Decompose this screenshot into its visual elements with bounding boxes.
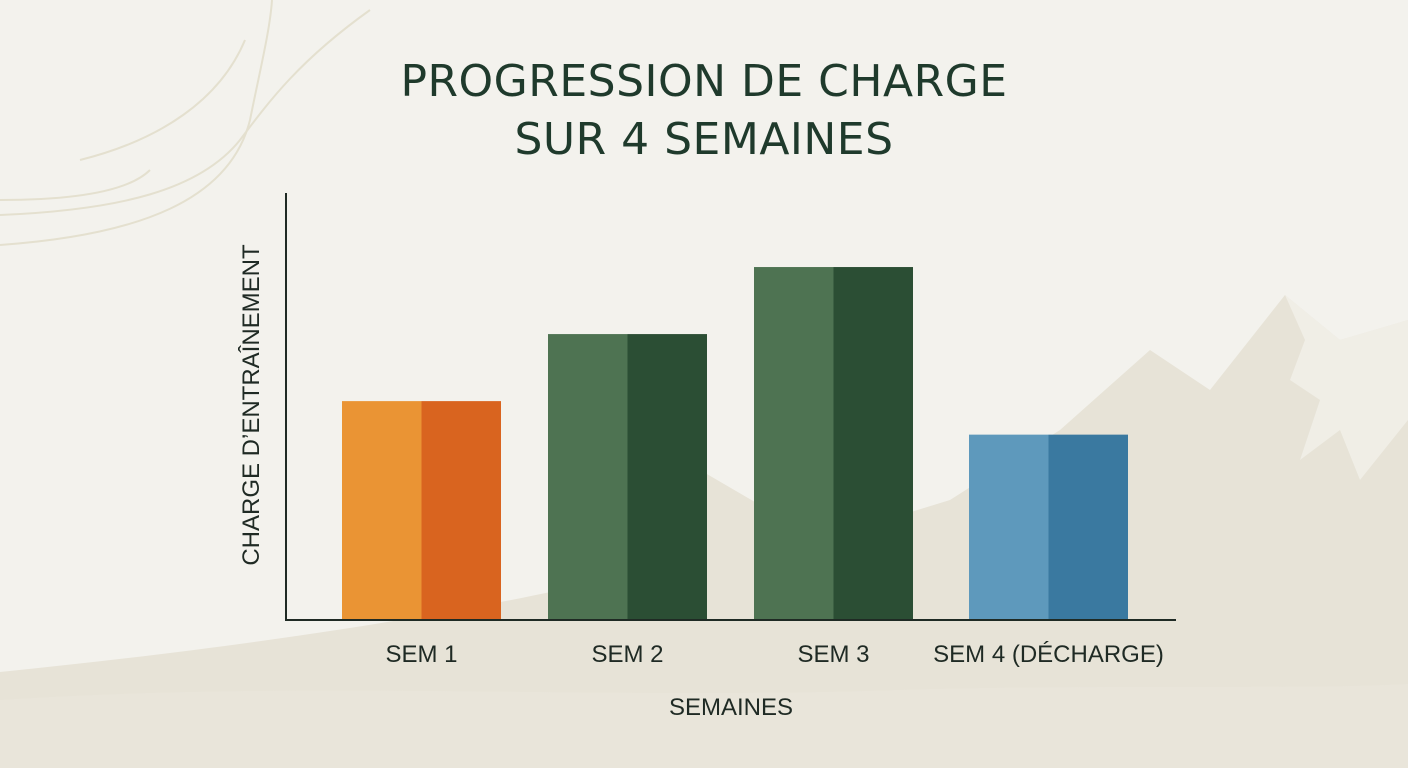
foreground-hill: [0, 684, 1408, 768]
x-tick-labels: SEM 1 SEM 2 SEM 3 SEM 4 (DÉCHARGE): [385, 641, 1163, 668]
bar-4: [969, 434, 1128, 619]
x-tick-label-1: SEM 1: [385, 641, 457, 668]
x-axis-label: SEMAINES: [669, 694, 793, 721]
bar-1-light-half: [342, 401, 422, 619]
decor-curve-2: [0, 0, 273, 246]
decor-curve-3: [79, 39, 246, 161]
bar-2-dark-half: [627, 334, 707, 619]
x-tick-label-4: SEM 4 (DÉCHARGE): [933, 641, 1164, 668]
bar-4-dark-half: [1048, 434, 1128, 619]
decor-curve-4: [0, 169, 151, 201]
bar-2-light-half: [548, 334, 628, 619]
x-tick-label-2: SEM 2: [591, 641, 663, 668]
bar-3-light-half: [754, 267, 834, 619]
decor-curve-1: [0, 9, 371, 216]
bar-1-dark-half: [421, 401, 501, 619]
x-tick-label-3: SEM 3: [797, 641, 869, 668]
bar-3: [754, 267, 913, 619]
y-axis-label: CHARGE D’ENTRAÎNEMENT: [238, 244, 265, 566]
bar-4-light-half: [969, 434, 1049, 619]
mountain-snow: [1285, 295, 1408, 480]
bar-3-dark-half: [833, 267, 913, 619]
bar-1: [342, 401, 501, 619]
bar-2: [548, 334, 707, 619]
bars-group: [342, 267, 1128, 619]
chart-title-line-2: SUR 4 SEMAINES: [514, 114, 894, 165]
chart-title-line-1: PROGRESSION DE CHARGE: [400, 56, 1008, 107]
